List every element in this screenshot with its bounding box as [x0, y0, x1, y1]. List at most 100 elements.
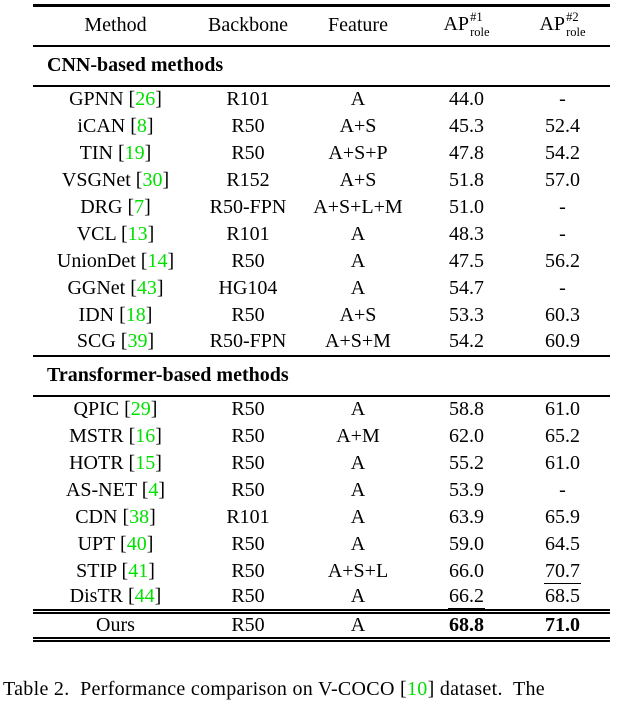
method-cell: UnionDet [14]: [56, 249, 175, 272]
method-name: VSGNet: [61, 168, 131, 191]
backbone-value: R50: [231, 614, 265, 636]
method-cell: TIN [19]: [79, 141, 152, 164]
ap2-cell: 68.5: [515, 585, 610, 612]
table-row: DisTR [44] R50 A 66.2 68.5: [33, 585, 610, 612]
ap2-base: AP: [539, 12, 566, 35]
ap1-value: 59.0: [449, 532, 484, 555]
ap1-cell: 53.3: [418, 302, 515, 329]
ap1-cell: 48.3: [418, 221, 515, 248]
ours-row: Ours R50 A 68.8 71.0: [33, 611, 610, 640]
col-feature: Feature: [328, 14, 388, 37]
feature-cell: A+S+L+M: [298, 194, 418, 221]
method-name: SCG: [76, 330, 116, 352]
ap1-cell: 59.0: [418, 531, 515, 558]
ap1-cell: 47.5: [418, 248, 515, 275]
ap1-cell: 63.9: [418, 504, 515, 531]
ap1-value: 53.9: [449, 478, 484, 501]
feature-value: A: [350, 88, 366, 110]
backbone-value: HG104: [218, 276, 278, 299]
feature-value: A: [350, 478, 366, 501]
method-name: GGNet: [67, 276, 126, 299]
method-name: DRG: [80, 195, 123, 218]
table-row: DRG [7] R50-FPN A+S+L+M 51.0 -: [33, 194, 610, 221]
backbone-value: R50: [231, 559, 265, 582]
table-header: Method Backbone Feature AP #1 role AP #2 rol…: [33, 5, 610, 46]
ap1-scripts: #1 role: [470, 10, 489, 39]
backbone-value: R152: [226, 168, 270, 191]
ap1-cell: 51.0: [418, 194, 515, 221]
caption-suffix: ] dataset. The: [427, 678, 545, 700]
ap2-value: 54.2: [545, 141, 580, 164]
col-ap2-role: AP #2 role: [515, 6, 610, 46]
ap2-cell: 56.2: [515, 248, 610, 275]
feature-value: A+M: [336, 424, 380, 447]
method-name: DisTR: [69, 585, 123, 608]
feature-value: A: [350, 398, 366, 420]
ap2-cell: -: [515, 275, 610, 302]
citation-number: 7: [134, 195, 145, 218]
table-row: SCG [39] R50-FPN A+S+M 54.2 60.9: [33, 329, 610, 356]
method-name: HOTR: [69, 451, 124, 474]
method-cell: SCG [39]: [76, 330, 155, 352]
feature-cell: A: [298, 585, 418, 612]
method-cell: VCL [13]: [76, 222, 155, 245]
table-row: UPT [40] R50 A 59.0 64.5: [33, 531, 610, 558]
ap2-value: 60.9: [545, 330, 580, 352]
backbone-cell: R101: [198, 504, 298, 531]
method-name: VCL: [76, 222, 116, 245]
method-name: UnionDet: [56, 249, 136, 272]
ap2-value: 70.7: [544, 559, 581, 584]
method-name: MSTR: [69, 424, 124, 447]
section-header-row: CNN-based methods: [33, 45, 610, 86]
feature-value: A+S+L: [327, 559, 389, 582]
ap2-cell: 60.9: [515, 329, 610, 356]
feature-cell: A+S+P: [298, 140, 418, 167]
ap1-value: 58.8: [449, 398, 484, 420]
method-name: UPT: [77, 532, 116, 555]
ap2-cell: 54.2: [515, 140, 610, 167]
backbone-value: R50: [231, 585, 265, 608]
col-method: Method: [84, 14, 147, 37]
ap2-cell: 65.9: [515, 504, 610, 531]
table-row: VSGNet [30] R152 A+S 51.8 57.0: [33, 167, 610, 194]
ap1-value: 55.2: [449, 451, 484, 474]
method-name: AS-NET: [65, 478, 137, 501]
table-row: GGNet [43] HG104 A 54.7 -: [33, 275, 610, 302]
method-cell: MSTR [16]: [69, 424, 162, 447]
ap2-cell: -: [515, 477, 610, 504]
backbone-cell: R152: [198, 167, 298, 194]
table-row: UnionDet [14] R50 A 47.5 56.2: [33, 248, 610, 275]
ap1-value: 47.8: [449, 141, 484, 164]
ap2-cell: -: [515, 194, 610, 221]
ap1-value: 48.3: [449, 222, 484, 245]
backbone-cell: R101: [198, 221, 298, 248]
citation-number: 4: [148, 478, 159, 501]
ap1-cell: 62.0: [418, 423, 515, 450]
ap1-base: AP: [443, 12, 470, 35]
caption-prefix: Table 2. Performance comparison on V-COC…: [3, 678, 407, 700]
table-body: CNN-based methods GPNN [26] R101 A 44.0 - iCAN…: [33, 45, 610, 640]
ap2-cell: 70.7: [515, 558, 610, 585]
backbone-cell: R50: [198, 558, 298, 585]
backbone-value: R50: [231, 303, 265, 326]
feature-value: A: [350, 276, 366, 299]
feature-cell: A+S+M: [298, 329, 418, 356]
feature-cell: A: [298, 221, 418, 248]
backbone-value: R50: [231, 249, 265, 272]
feature-cell: A+M: [298, 423, 418, 450]
feature-cell: A: [298, 531, 418, 558]
backbone-value: R101: [226, 505, 270, 528]
ap1-cell: 47.8: [418, 140, 515, 167]
ap1-value: 63.9: [449, 505, 484, 528]
citation-number: 38: [129, 505, 150, 528]
section-title: CNN-based methods: [47, 54, 224, 76]
feature-value: A+S: [339, 303, 377, 326]
feature-cell: A: [298, 477, 418, 504]
section-header-row: Transformer-based methods: [33, 355, 610, 396]
method-cell: HOTR [15]: [69, 451, 162, 474]
method-cell: iCAN [8]: [77, 114, 154, 137]
backbone-value: R101: [226, 88, 270, 110]
ap2-value: -: [559, 276, 566, 299]
citation-number: 41: [128, 559, 149, 582]
col-ap1-role: AP #1 role: [418, 6, 515, 46]
